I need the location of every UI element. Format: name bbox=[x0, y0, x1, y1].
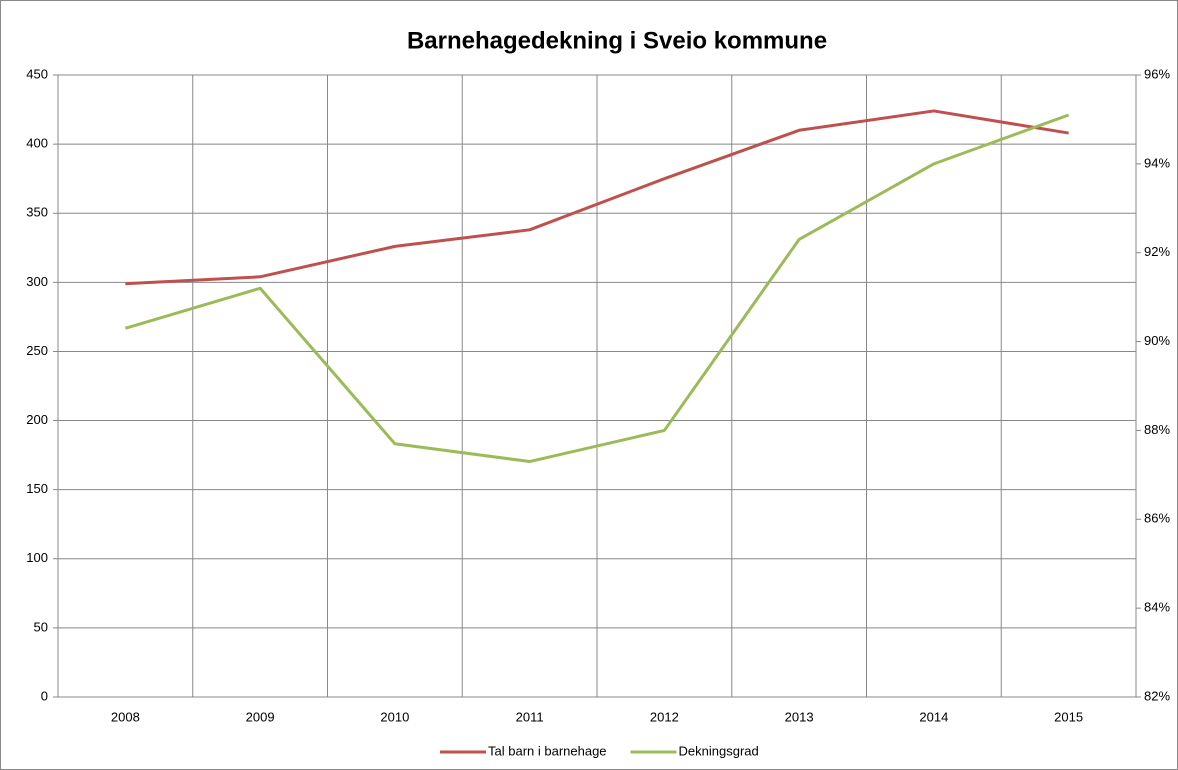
y2-tick-label: 88% bbox=[1144, 422, 1170, 437]
x-tick-label: 2014 bbox=[919, 709, 948, 724]
y-tick-label: 200 bbox=[26, 412, 48, 427]
y-tick-label: 450 bbox=[26, 66, 48, 81]
y-tick-label: 350 bbox=[26, 205, 48, 220]
y-tick-label: 250 bbox=[26, 343, 48, 358]
y-tick-label: 400 bbox=[26, 136, 48, 151]
legend-label: Dekningsgrad bbox=[679, 743, 759, 758]
y-tick-label: 150 bbox=[26, 481, 48, 496]
y-tick-label: 50 bbox=[34, 619, 48, 634]
x-tick-label: 2008 bbox=[111, 709, 140, 724]
y2-tick-label: 92% bbox=[1144, 244, 1170, 259]
y2-tick-label: 94% bbox=[1144, 155, 1170, 170]
y-tick-label: 300 bbox=[26, 274, 48, 289]
y-tick-label: 0 bbox=[41, 688, 48, 703]
y2-tick-label: 96% bbox=[1144, 66, 1170, 81]
y2-tick-label: 84% bbox=[1144, 600, 1170, 615]
y2-tick-label: 86% bbox=[1144, 511, 1170, 526]
legend-label: Tal barn i barnehage bbox=[488, 743, 607, 758]
y-tick-label: 100 bbox=[26, 550, 48, 565]
x-tick-label: 2013 bbox=[785, 709, 814, 724]
x-tick-label: 2010 bbox=[380, 709, 409, 724]
series-line bbox=[125, 109, 1069, 286]
x-tick-label: 2015 bbox=[1054, 709, 1083, 724]
y2-tick-label: 82% bbox=[1144, 688, 1170, 703]
series-line bbox=[124, 113, 1070, 464]
y2-tick-label: 90% bbox=[1144, 333, 1170, 348]
chart-title: Barnehagedekning i Sveio kommune bbox=[407, 27, 827, 54]
x-tick-label: 2012 bbox=[650, 709, 679, 724]
x-tick-label: 2011 bbox=[516, 709, 544, 724]
x-tick-label: 2009 bbox=[246, 709, 275, 724]
